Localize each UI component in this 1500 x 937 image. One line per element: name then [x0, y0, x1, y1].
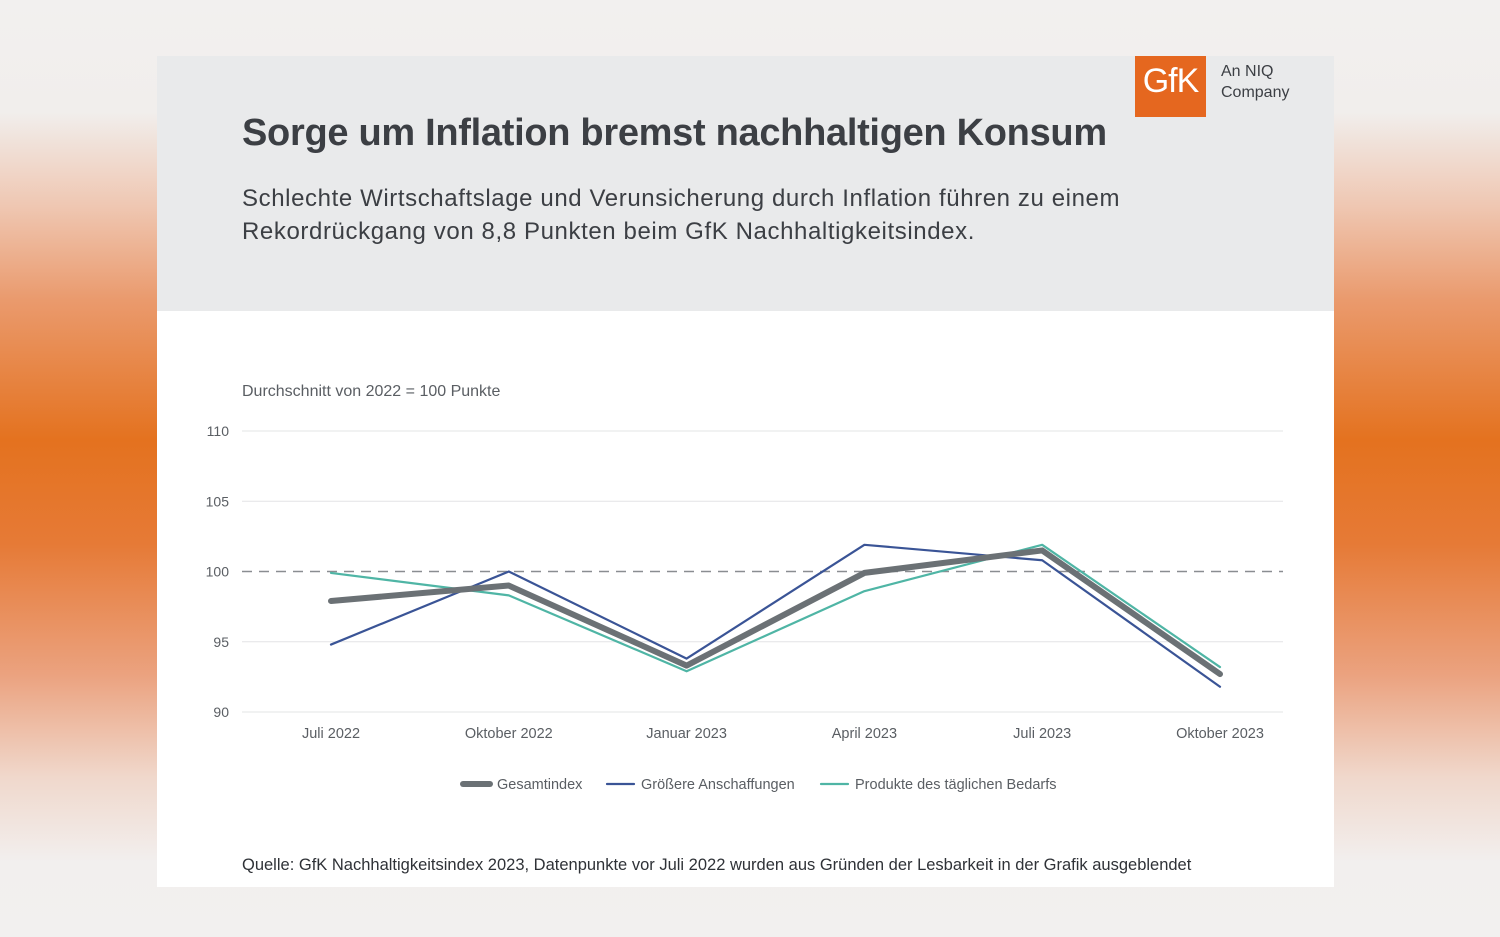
x-tick-label: Oktober 2022 [465, 726, 553, 742]
x-tick-label: Oktober 2023 [1176, 726, 1264, 742]
legend-label: Gesamtindex [497, 777, 583, 793]
y-tick-label: 110 [207, 423, 230, 439]
x-tick-label: Juli 2023 [1013, 726, 1071, 742]
line-chart: Durchschnitt von 2022 = 100 Punkte 110 105… [206, 383, 1283, 793]
page-subtitle: Schlechte Wirtschaftslage und Verunsiche… [242, 185, 1121, 245]
header-panel: Sorge um Inflation bremst nachhaltigen K… [157, 56, 1334, 311]
x-tick-label: April 2023 [832, 726, 897, 742]
company-tagline: An NIQ Company [1221, 61, 1289, 103]
page-title: Sorge um Inflation bremst nachhaltigen K… [242, 112, 1107, 154]
legend-label: Produkte des täglichen Bedarfs [855, 777, 1057, 793]
company-line-2: Company [1221, 84, 1290, 101]
x-tick-label: Juli 2022 [302, 726, 360, 742]
company-line-1: An NIQ [1221, 63, 1274, 80]
y-tick-label: 100 [206, 564, 230, 580]
y-axis-label: Durchschnitt von 2022 = 100 Punkte [242, 383, 500, 400]
series-line [328, 547, 1223, 678]
source-note: Quelle: GfK Nachhaltigkeitsindex 2023, D… [242, 856, 1192, 874]
x-tick-label: Januar 2023 [646, 726, 727, 742]
gfk-logo: GfK [1135, 56, 1206, 117]
series-line [329, 543, 1222, 688]
y-tick-label: 90 [213, 704, 229, 720]
gfk-logo-text: GfK [1142, 62, 1200, 100]
y-tick-label: 95 [213, 634, 229, 650]
legend-label: Größere Anschaffungen [641, 777, 795, 793]
y-tick-label: 105 [206, 493, 230, 509]
infographic-card: Sorge um Inflation bremst nachhaltigen K… [157, 56, 1334, 887]
series-line [329, 543, 1222, 673]
